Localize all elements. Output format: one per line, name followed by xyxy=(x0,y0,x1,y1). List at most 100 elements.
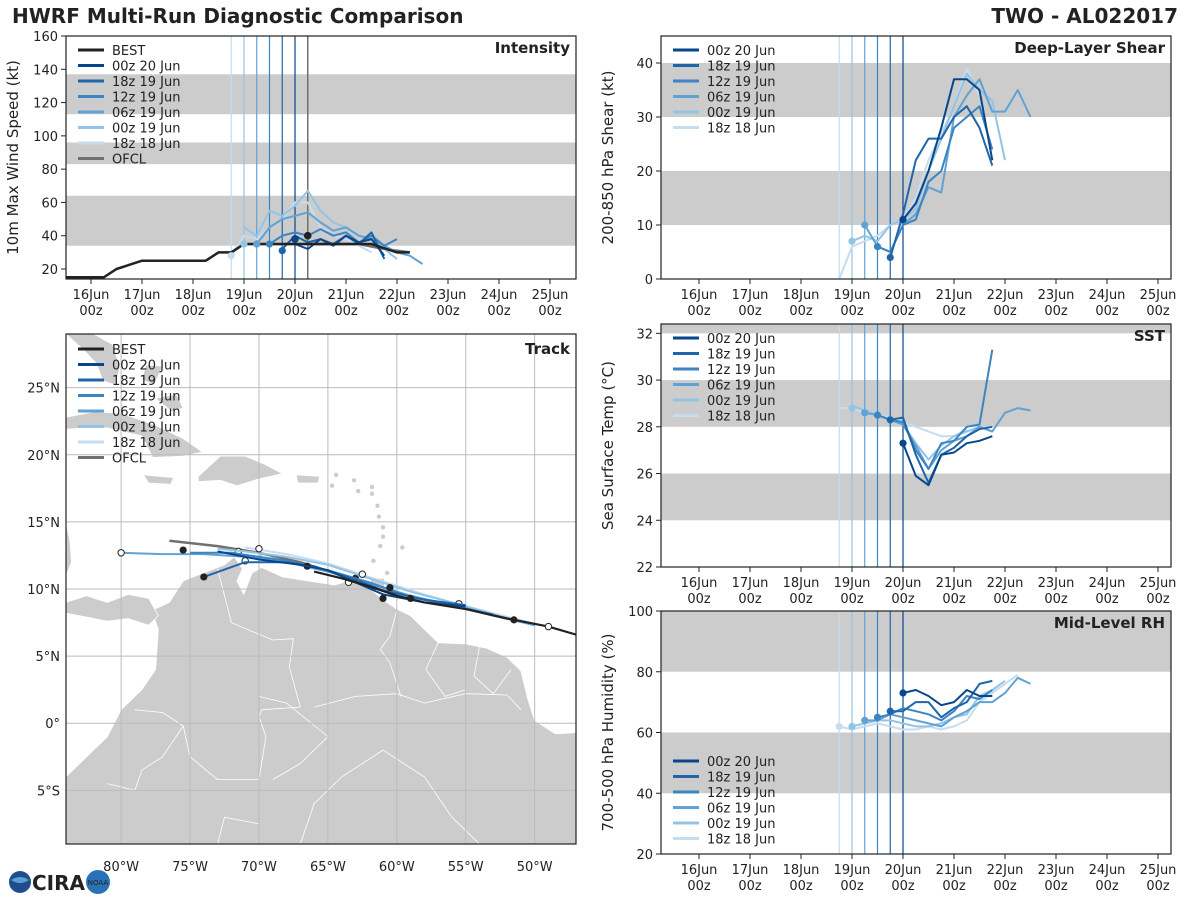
intensity-legend-label: BEST xyxy=(112,44,145,59)
page-title: HWRF Multi-Run Diagnostic Comparison xyxy=(12,4,464,28)
sst-xtick-label: 19Jun xyxy=(834,576,871,591)
track-marker-filled xyxy=(510,616,518,624)
intensity-chart: 2040608010012014016016Jun00z17Jun00z18Ju… xyxy=(4,30,577,319)
intensity-plot-area xyxy=(66,36,576,279)
sst-xtick-label: 25Jun xyxy=(1140,576,1177,591)
sst-xtick-sublabel: 00z xyxy=(789,592,813,607)
intensity-init-marker xyxy=(278,247,286,255)
track-legend-label: 00z 19 Jun xyxy=(112,421,181,436)
track-legend-label: 12z 19 Jun xyxy=(112,390,181,405)
bahamas-land xyxy=(141,364,164,386)
shear-xtick-sublabel: 00z xyxy=(993,304,1017,319)
intensity-ytick-label: 160 xyxy=(33,30,58,45)
intensity-xtick-label: 25Jun xyxy=(532,288,569,303)
rh-band xyxy=(661,732,1171,794)
track-plot-area xyxy=(66,334,576,844)
rh-init-marker xyxy=(835,722,843,731)
intensity-ytick-label: 40 xyxy=(41,230,58,245)
intensity-band xyxy=(66,195,576,246)
intensity-ytick-label: 20 xyxy=(41,263,58,278)
track-lat-label: 10°N xyxy=(27,583,60,598)
shear-plot-area xyxy=(661,36,1171,279)
intensity-xtick-label: 16Jun xyxy=(73,288,110,303)
intensity-init-marker xyxy=(227,252,235,260)
rh-xtick-sublabel: 00z xyxy=(789,879,813,894)
shear-xtick-sublabel: 00z xyxy=(1095,304,1119,319)
intensity-xtick-sublabel: 00z xyxy=(130,304,154,319)
logo-text: CIRA xyxy=(32,871,86,895)
track-lat-label: 5°S xyxy=(37,784,60,799)
intensity-xtick-sublabel: 00z xyxy=(436,304,460,319)
track-lat-label: 25°N xyxy=(27,382,60,397)
border-line xyxy=(379,610,402,697)
rh-xtick-sublabel: 00z xyxy=(1146,879,1170,894)
track-marker-filled xyxy=(179,546,187,554)
rh-band xyxy=(661,611,1171,672)
rh-xtick-label: 18Jun xyxy=(783,863,820,878)
track-marker-filled xyxy=(379,594,387,602)
sst-legend-label: 06z 19 Jun xyxy=(707,379,776,394)
jamaica-land xyxy=(142,474,175,485)
track-chart: 80°W 75°W 70°W 65°W 60°W 55°W 50°W 5°S 0° 5°N 10°N… xyxy=(27,333,577,875)
rh-xtick-label: 23Jun xyxy=(1038,863,1075,878)
intensity-xtick-label: 18Jun xyxy=(175,288,212,303)
track-lat-label: 20°N xyxy=(27,449,60,464)
sst-xtick-sublabel: 00z xyxy=(687,592,711,607)
intensity-xtick-sublabel: 00z xyxy=(283,304,307,319)
intensity-legend-label: 06z 19 Jun xyxy=(112,106,181,121)
shear-series-line xyxy=(902,78,994,221)
sst-ytick-label: 30 xyxy=(636,374,653,389)
rh-ytick-label: 20 xyxy=(636,848,653,863)
track-line xyxy=(245,546,535,625)
shear-xtick-label: 22Jun xyxy=(987,288,1024,303)
rh-xtick-label: 21Jun xyxy=(936,863,973,878)
island-land xyxy=(376,514,382,519)
intensity-init-marker xyxy=(253,240,261,248)
track-marker-open xyxy=(358,570,367,578)
rh-xtick-sublabel: 00z xyxy=(891,879,915,894)
shear-legend-label: 00z 19 Jun xyxy=(707,106,776,121)
sst-ytick-label: 26 xyxy=(636,468,653,483)
shear-ytick-label: 30 xyxy=(636,111,653,126)
shear-ytick-label: 10 xyxy=(636,219,653,234)
shear-xtick-sublabel: 00z xyxy=(840,304,864,319)
rh-init-marker xyxy=(899,689,907,697)
rh-xtick-sublabel: 00z xyxy=(840,879,864,894)
island-land xyxy=(375,503,380,508)
sst-legend-label: 12z 19 Jun xyxy=(707,363,776,378)
sst-xtick-label: 21Jun xyxy=(936,576,973,591)
shear-chart: 01020304016Jun00z17Jun00z18Jun00z19Jun00… xyxy=(599,35,1177,319)
panama-land xyxy=(66,593,159,626)
rh-ytick-label: 80 xyxy=(636,666,653,681)
border-line xyxy=(217,568,301,708)
intensity-ylabel: 10m Max Wind Speed (kt) xyxy=(4,60,22,255)
intensity-init-marker xyxy=(240,240,248,248)
track-legend-label: BEST xyxy=(112,343,145,358)
intensity-legend-label: 00z 20 Jun xyxy=(112,60,181,75)
rh-ytick-label: 100 xyxy=(628,605,653,620)
sst-init-marker xyxy=(861,409,869,417)
track-frame xyxy=(65,333,577,845)
sst-plot-area xyxy=(661,324,1171,567)
shear-xtick-label: 25Jun xyxy=(1140,288,1177,303)
shear-xtick-label: 24Jun xyxy=(1089,288,1126,303)
shear-init-marker xyxy=(848,237,856,245)
shear-xtick-sublabel: 00z xyxy=(942,304,966,319)
island-land xyxy=(329,483,335,488)
rh-legend-label: 12z 19 Jun xyxy=(707,786,776,801)
track-legend-label: OFCL xyxy=(112,452,147,467)
shear-xtick-label: 21Jun xyxy=(936,288,973,303)
rh-legend-label: 18z 19 Jun xyxy=(707,771,776,786)
sst-band xyxy=(661,324,1171,334)
island-land xyxy=(380,534,386,539)
shear-init-marker xyxy=(873,243,882,251)
sst-series-line xyxy=(877,349,994,470)
intensity-xtick-sublabel: 00z xyxy=(385,304,409,319)
rh-xtick-label: 24Jun xyxy=(1089,863,1126,878)
sst-xtick-sublabel: 00z xyxy=(738,592,762,607)
intensity-xtick-label: 24Jun xyxy=(481,288,518,303)
sst-series-line xyxy=(839,407,968,438)
rh-series-line xyxy=(902,689,993,707)
track-lat-label: 5°N xyxy=(36,650,61,665)
